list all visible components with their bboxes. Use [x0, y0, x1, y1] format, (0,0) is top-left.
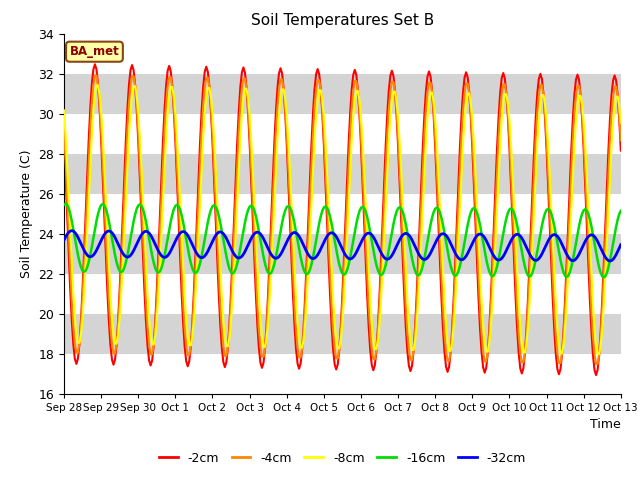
Y-axis label: Soil Temperature (C): Soil Temperature (C) — [20, 149, 33, 278]
X-axis label: Time: Time — [590, 418, 621, 431]
Legend: -2cm, -4cm, -8cm, -16cm, -32cm: -2cm, -4cm, -8cm, -16cm, -32cm — [154, 447, 531, 469]
Bar — [64, 114, 621, 154]
Title: Soil Temperatures Set B: Soil Temperatures Set B — [251, 13, 434, 28]
Bar — [64, 193, 621, 234]
Bar — [64, 313, 621, 354]
Bar — [64, 73, 621, 114]
Bar — [64, 274, 621, 313]
Bar — [64, 154, 621, 193]
Bar — [64, 34, 621, 73]
Text: BA_met: BA_met — [70, 45, 119, 58]
Bar — [64, 354, 621, 394]
Bar — [64, 234, 621, 274]
